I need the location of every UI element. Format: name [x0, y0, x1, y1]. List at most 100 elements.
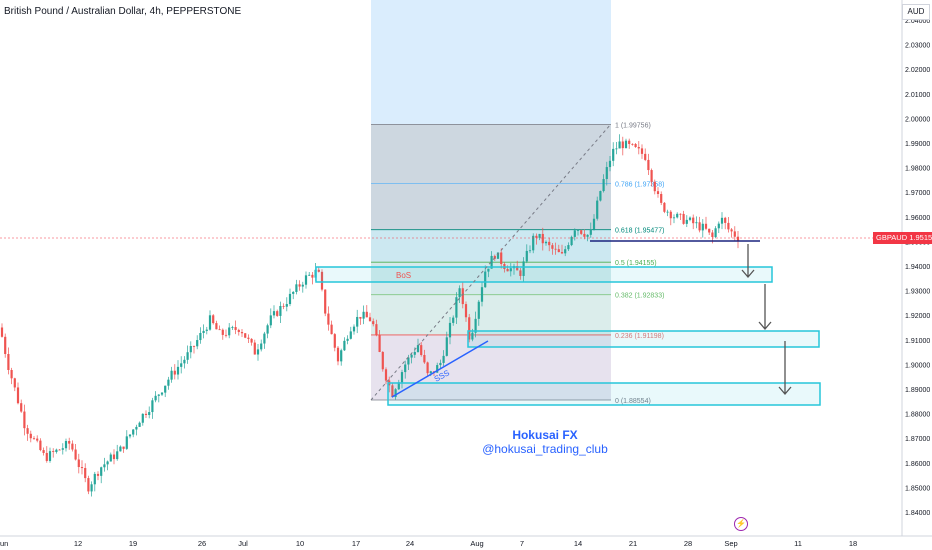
candle-body — [711, 232, 714, 238]
candle-body — [295, 284, 298, 292]
candle-body — [413, 351, 416, 355]
candle-body — [208, 315, 212, 330]
candle-body — [336, 347, 340, 362]
candle-body — [567, 245, 570, 250]
candle-body — [196, 340, 199, 347]
candle-body — [404, 364, 407, 373]
fib-level-label: 0.382 (1.92833) — [615, 293, 664, 300]
fibonacci-retracement[interactable]: 1 (1.99756) 0.786 (1.97358) 0.618 (1.95477… — [371, 122, 664, 405]
candle-body — [160, 392, 164, 395]
candle-body — [167, 379, 170, 386]
arrow-down-icon — [778, 341, 792, 395]
currency-label[interactable]: AUD — [902, 4, 930, 20]
fib-level-label: 0.618 (1.95477) — [615, 228, 664, 235]
candle-body — [362, 311, 365, 319]
candle-body — [58, 449, 61, 451]
sss-trendline — [391, 340, 489, 398]
price-tick-label: 1.88000 — [905, 412, 930, 419]
candle-body — [320, 271, 324, 290]
candle-body — [205, 329, 208, 331]
candle-body — [602, 179, 605, 192]
price-tick-label: 2.02000 — [905, 67, 930, 74]
candle-body — [74, 449, 77, 460]
price-axis[interactable]: 1.84000 1.85000 1.86000 1.87000 1.88000 1.890… — [905, 18, 930, 517]
last-price-tag: GBPAUD 1.95155 — [873, 232, 932, 244]
lightning-icon[interactable]: ⚡ — [734, 517, 748, 531]
price-tick-label: 1.90000 — [905, 362, 930, 369]
candle-body — [426, 362, 429, 374]
candle-body — [736, 236, 740, 242]
time-tick-label: 19 — [129, 539, 137, 548]
candle-body — [282, 305, 285, 307]
candle-body — [384, 369, 388, 381]
candle-body — [135, 426, 138, 430]
candle-body — [663, 202, 666, 212]
price-tick-label: 1.84000 — [905, 510, 930, 517]
time-tick-label: 11 — [794, 539, 802, 548]
candle-body — [477, 301, 480, 319]
candle-body — [4, 336, 7, 355]
candle-body — [327, 313, 330, 325]
projection-arrows — [741, 244, 792, 395]
supply-demand-zones[interactable] — [315, 266, 821, 406]
candle-body — [522, 261, 525, 276]
candle-body — [653, 181, 656, 192]
candlestick-series — [0, 134, 740, 497]
candle-body — [631, 143, 634, 145]
candle-body — [96, 473, 100, 476]
candle-body — [359, 316, 362, 319]
candle-body — [624, 140, 628, 149]
candle-body — [288, 293, 292, 305]
candle-body — [669, 211, 672, 219]
candle-body — [221, 329, 224, 335]
brand-handle: @hokusai_trading_club — [482, 442, 608, 456]
candle-body — [532, 235, 535, 251]
candle-body — [285, 304, 288, 307]
candle-body — [436, 365, 439, 373]
candle-body — [528, 250, 532, 252]
time-axis[interactable]: un 12 19 26 Jul 10 17 24 Aug 7 14 21 28 Sep 11 18 — [0, 539, 857, 548]
fib-diagonal — [370, 123, 612, 401]
candle-body — [103, 464, 106, 468]
price-tick-label: 1.86000 — [905, 461, 930, 468]
time-tick-label: 7 — [520, 539, 524, 548]
candle-body — [80, 467, 84, 469]
candle-body — [346, 338, 349, 341]
candle-body — [484, 271, 487, 288]
fib-band — [371, 294, 611, 335]
candle-body — [656, 191, 660, 194]
candle-body — [599, 191, 602, 201]
candle-body — [0, 327, 4, 337]
candle-body — [471, 332, 474, 340]
time-tick-label: Sep — [724, 539, 737, 548]
time-tick-label: 12 — [74, 539, 82, 548]
time-tick-label: Jul — [238, 539, 248, 548]
candle-body — [605, 167, 608, 180]
candle-body — [535, 235, 538, 238]
zone-bos[interactable] — [315, 266, 773, 283]
candle-body — [666, 211, 669, 213]
candle-body — [439, 362, 442, 366]
zone-0236[interactable] — [467, 330, 820, 348]
zone-0[interactable] — [387, 382, 821, 406]
candle-body — [685, 219, 688, 224]
candle-body — [32, 438, 36, 440]
fib-band — [371, 183, 611, 230]
arrow-down-icon — [741, 244, 755, 278]
candle-body — [644, 153, 647, 160]
candle-body — [90, 484, 93, 492]
arrow-down-icon — [758, 284, 772, 330]
candle-body — [365, 311, 368, 318]
branding: Hokusai FX @hokusai_trading_club — [440, 428, 650, 456]
candle-body — [212, 315, 215, 324]
candle-body — [301, 284, 304, 287]
candle-body — [186, 352, 189, 360]
candle-body — [39, 440, 42, 451]
candle-body — [68, 441, 71, 444]
candle-body — [52, 451, 55, 453]
bos-label: BoS — [396, 271, 411, 280]
candle-body — [583, 233, 586, 237]
candle-body — [20, 403, 23, 412]
price-tick-label: 2.03000 — [905, 43, 930, 50]
